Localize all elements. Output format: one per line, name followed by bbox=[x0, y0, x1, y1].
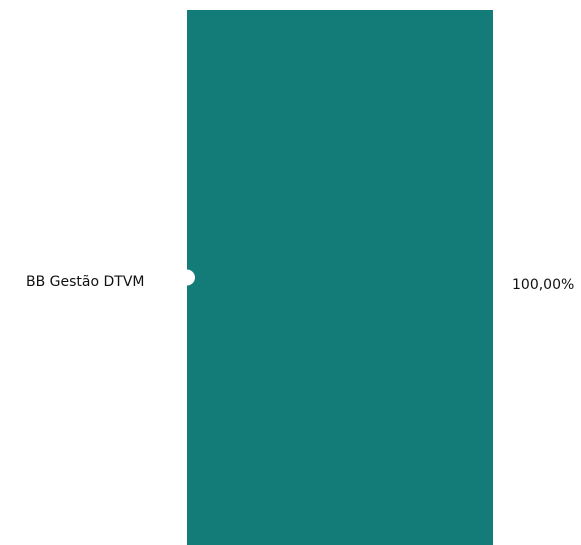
labels-layer: BB Gestão DTVM 100,00% bbox=[26, 274, 574, 293]
category-marker bbox=[179, 269, 195, 286]
value-label: 100,00% bbox=[512, 277, 574, 293]
bars-layer bbox=[179, 10, 493, 545]
category-label: BB Gestão DTVM bbox=[26, 274, 145, 290]
bar-segment bbox=[187, 10, 493, 545]
